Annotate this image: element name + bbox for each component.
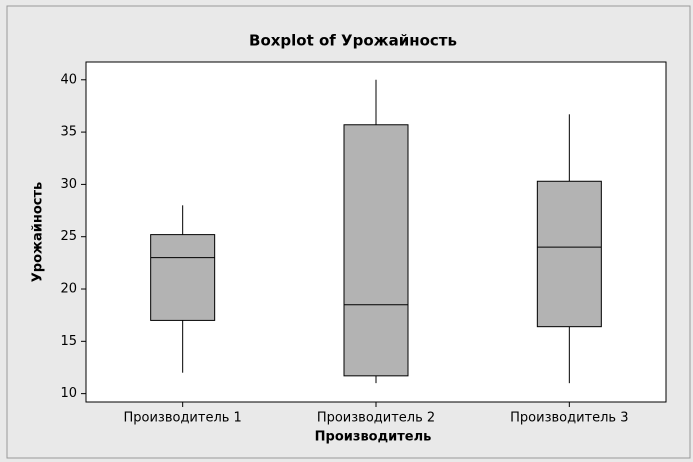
x-tick-label: Производитель 3 <box>510 411 628 426</box>
y-tick-label: 35 <box>60 125 77 140</box>
x-tick-label: Производитель 2 <box>317 411 435 426</box>
y-tick-label: 30 <box>60 177 77 192</box>
x-axis-label: Производитель <box>315 430 432 445</box>
y-tick-label: 10 <box>60 386 77 401</box>
box <box>343 124 409 377</box>
y-tick-label: 20 <box>60 282 77 297</box>
chart-title: Boxplot of Урожайность <box>249 32 457 50</box>
box <box>536 180 602 328</box>
x-tick-label: Производитель 1 <box>123 411 241 426</box>
y-tick-label: 15 <box>60 334 77 349</box>
y-axis-label: Урожайность <box>31 182 46 282</box>
box <box>150 234 216 321</box>
y-tick-label: 25 <box>60 229 77 244</box>
y-tick-label: 40 <box>60 72 77 87</box>
